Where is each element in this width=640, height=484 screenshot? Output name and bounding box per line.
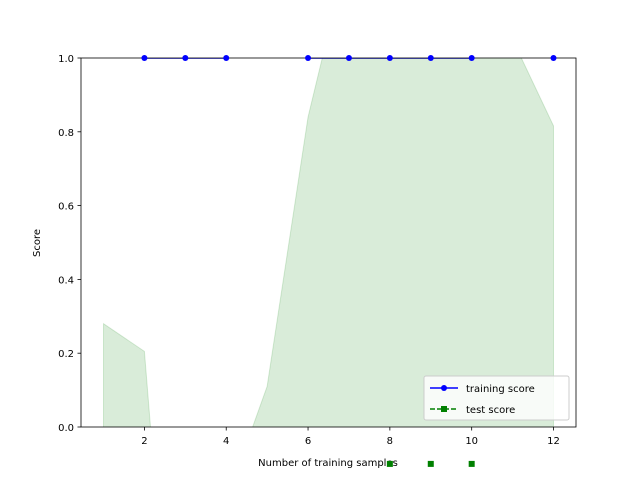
x-tick-label: 4: [223, 436, 229, 447]
point-marker: [305, 55, 312, 61]
legend: training score test score: [423, 375, 570, 421]
point-marker: [182, 55, 189, 61]
point-marker: [468, 55, 475, 61]
x-tick-label: 6: [305, 436, 311, 447]
y-tick-label: 0.6: [58, 202, 74, 213]
legend-label: test score: [466, 405, 515, 416]
point-marker: [386, 460, 393, 467]
y-axis-label: Score: [32, 229, 43, 257]
x-tick-label: 2: [141, 436, 147, 447]
legend-marker: [441, 406, 447, 412]
point-marker: [141, 55, 148, 61]
point-marker: [468, 460, 475, 467]
point-marker: [223, 55, 230, 61]
legend-box: [423, 375, 570, 421]
y-tick-label: 0.4: [58, 275, 74, 286]
x-tick-label: 10: [465, 436, 478, 447]
legend-label: training score: [466, 384, 535, 395]
y-tick-label: 1.0: [58, 54, 74, 65]
std-band: [103, 58, 554, 427]
point-marker: [427, 55, 434, 61]
point-marker: [386, 55, 393, 61]
plot-area: [103, 58, 554, 427]
point-marker: [550, 55, 557, 61]
legend-marker: [441, 385, 447, 391]
x-tick-label: 12: [547, 436, 560, 447]
y-tick-label: 0.8: [58, 128, 74, 139]
y-tick-label: 0.2: [58, 349, 74, 360]
point-marker: [427, 460, 434, 467]
y-tick-label: 0.0: [58, 423, 74, 434]
x-tick-label: 8: [387, 436, 393, 447]
axes-frame: [80, 57, 577, 428]
point-marker: [345, 55, 352, 61]
x-axis-label: Number of training samples: [258, 458, 398, 469]
